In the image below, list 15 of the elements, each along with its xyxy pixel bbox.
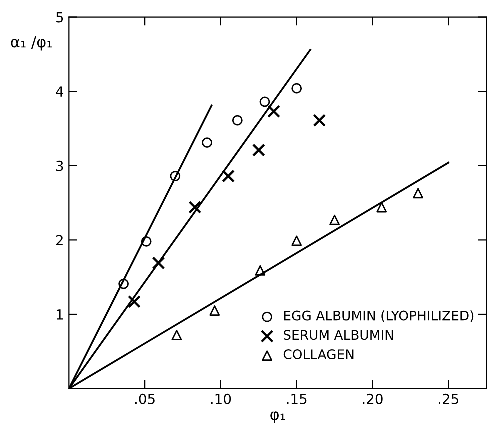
y-tick-label: 5 xyxy=(56,12,64,23)
y-tick-label: 2 xyxy=(56,235,63,246)
x-tick-label: .25 xyxy=(439,394,458,404)
x-tick-label: .15 xyxy=(287,394,307,404)
y-tick-label: 3 xyxy=(56,160,64,172)
x-axis-title: φ₁ xyxy=(270,412,286,424)
legend-label: SERUM ALBUMIN xyxy=(284,330,394,340)
legend-label: COLLAGEN xyxy=(284,350,354,360)
x-tick-label: .05 xyxy=(135,394,155,404)
legend-label: EGG ALBUMIN (LYOPHILIZED) xyxy=(284,310,474,322)
x-tick-label: .20 xyxy=(363,394,383,404)
y-axis-title: α₁ /φ₁ xyxy=(11,36,52,51)
y-tick-label: 1 xyxy=(56,310,64,320)
y-tick-label: 4 xyxy=(56,86,64,97)
x-tick-label: .10 xyxy=(211,394,232,404)
